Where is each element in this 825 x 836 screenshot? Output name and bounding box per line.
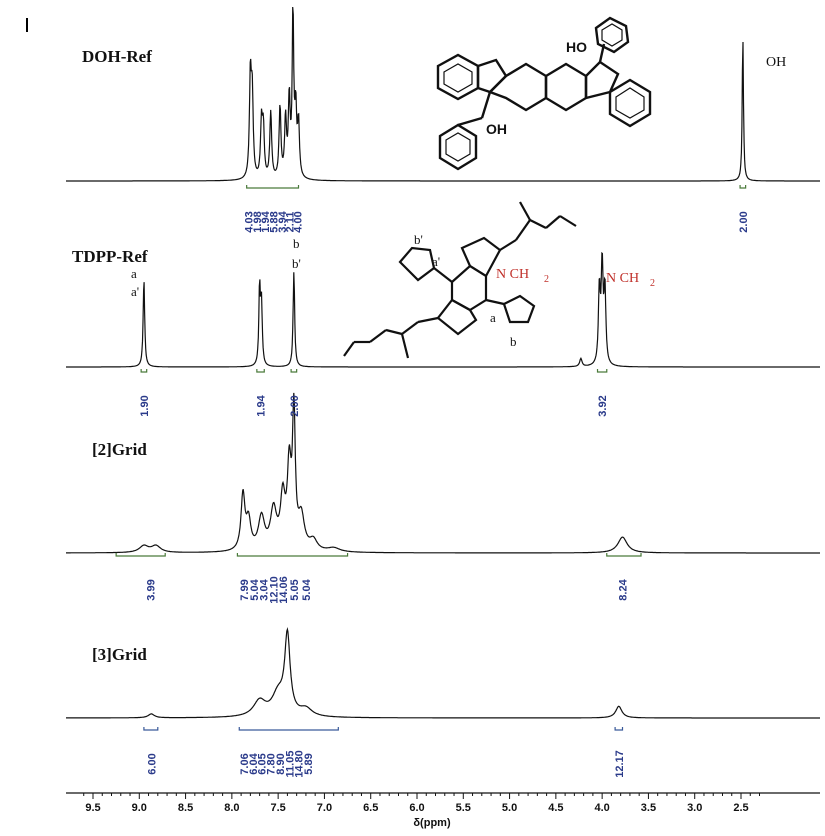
x-tick-label: 5.5 bbox=[456, 802, 471, 814]
integral-value: 12.17 bbox=[614, 750, 626, 778]
integral-bracket bbox=[246, 185, 300, 189]
integral-value: 5.88 bbox=[269, 211, 281, 232]
doh-oh-label: OH bbox=[486, 121, 507, 137]
integral-value: 2.00 bbox=[289, 395, 301, 416]
integral-value: 5.04 bbox=[249, 578, 261, 600]
panel-title-2grid: [2]Grid bbox=[92, 440, 147, 459]
integral-value: 1.98 bbox=[252, 211, 264, 232]
integral-value: 7.99 bbox=[239, 579, 251, 600]
tdpp-struct-nch2: N CH bbox=[496, 267, 529, 282]
panel-title-3grid: [3]Grid bbox=[92, 645, 147, 664]
integral-bracket bbox=[290, 369, 298, 373]
panel-title-tdpp: TDPP-Ref bbox=[72, 247, 148, 266]
integral-bracket bbox=[236, 553, 349, 557]
x-tick-label: 8.0 bbox=[224, 802, 239, 814]
integral-bracket bbox=[143, 727, 159, 731]
integral-value: 1.94 bbox=[256, 394, 268, 416]
integral-value: 6.05 bbox=[256, 753, 268, 774]
integral-value: 2.00 bbox=[738, 211, 750, 232]
integral-bracket bbox=[256, 369, 265, 373]
x-tick-label: 2.5 bbox=[733, 802, 748, 814]
doh-ho-label: HO bbox=[566, 39, 587, 55]
x-tick-label: 6.5 bbox=[363, 802, 378, 814]
tdpp-peak-label-bprime: b' bbox=[292, 256, 301, 271]
x-tick-label: 8.5 bbox=[178, 802, 193, 814]
x-tick-label: 4.5 bbox=[548, 802, 563, 814]
x-tick-label: 7.5 bbox=[270, 802, 285, 814]
tdpp-peak-label-nch2-sub: 2 bbox=[650, 278, 655, 289]
integral-value: 8.90 bbox=[275, 753, 287, 774]
doh-peak-label-oh: OH bbox=[766, 55, 786, 70]
x-tick-label: 9.0 bbox=[132, 802, 147, 814]
integrals-layer: 4.031.981.945.883.942.114.00 2.001.90 1.94… bbox=[115, 185, 750, 778]
spectrum-line-2 bbox=[66, 251, 820, 368]
integral-value: 7.80 bbox=[266, 753, 278, 774]
integral-value: 4.03 bbox=[244, 211, 256, 232]
integral-value: 2.11 bbox=[284, 212, 296, 233]
x-tick-label: 6.0 bbox=[409, 802, 424, 814]
x-tick-label: 4.0 bbox=[594, 802, 609, 814]
x-tick-label: 3.0 bbox=[687, 802, 702, 814]
integral-value: 6.04 bbox=[248, 752, 260, 774]
integral-bracket bbox=[596, 369, 608, 373]
integral-bracket bbox=[115, 553, 166, 557]
x-tick-label: 7.0 bbox=[317, 802, 332, 814]
integral-value: 11.05 bbox=[284, 751, 296, 778]
integral-value: 5.89 bbox=[303, 753, 315, 774]
tdpp-peak-label-a: a bbox=[131, 266, 137, 281]
tdpp-struct-label-a: a bbox=[490, 310, 496, 325]
integral-value: 14.80 bbox=[294, 750, 306, 778]
integral-bracket bbox=[606, 553, 642, 557]
integral-value: 3.94 bbox=[277, 210, 289, 232]
x-axis-label: δ(ppm) bbox=[413, 817, 451, 829]
integral-value: 6.00 bbox=[146, 753, 158, 774]
x-tick-label: 9.5 bbox=[85, 802, 100, 814]
tdpp-struct-label-bprime: b' bbox=[414, 232, 423, 247]
spectrum-line-4 bbox=[66, 626, 820, 719]
integral-bracket bbox=[140, 369, 148, 373]
x-tick-label: 3.5 bbox=[641, 802, 656, 814]
edge-mark bbox=[26, 18, 28, 32]
spectra-layer bbox=[66, 6, 820, 719]
integral-value: 1.90 bbox=[139, 395, 151, 416]
panel-title-doh: DOH-Ref bbox=[82, 47, 152, 66]
integral-value: 3.92 bbox=[597, 395, 609, 416]
integral-value: 7.06 bbox=[239, 753, 251, 774]
integral-value: 5.04 bbox=[301, 578, 313, 600]
integral-value: 14.06 bbox=[278, 576, 290, 604]
integral-value: 4.00 bbox=[293, 211, 305, 232]
spectrum-line-1 bbox=[66, 6, 820, 182]
tdpp-struct-nch2-sub: 2 bbox=[544, 274, 549, 285]
tdpp-peak-label-aprime: a' bbox=[131, 284, 139, 299]
x-axis: 9.5 9.0 8.5 8.0 7.5 7.0 6.5 6.0 5.5 5.0 4.5 4.0 3.5 3… bbox=[66, 792, 820, 814]
tdpp-struct-label-aprime: a' bbox=[432, 254, 440, 269]
x-tick-label: 5.0 bbox=[502, 802, 517, 814]
tdpp-structure bbox=[343, 201, 577, 359]
tdpp-struct-label-b: b bbox=[510, 334, 517, 349]
spectrum-line-3 bbox=[66, 392, 820, 554]
integral-value: 1.94 bbox=[260, 210, 272, 232]
doh-structure bbox=[436, 16, 652, 171]
tdpp-peak-label-b: b bbox=[293, 236, 300, 251]
integral-bracket bbox=[614, 727, 624, 731]
integral-value: 12.10 bbox=[269, 576, 281, 604]
tdpp-peak-label-nch2: N CH bbox=[606, 271, 639, 286]
integral-value: 8.24 bbox=[618, 578, 630, 600]
integral-value: 3.04 bbox=[258, 578, 270, 600]
integral-value: 3.99 bbox=[145, 579, 157, 600]
integral-value: 5.05 bbox=[289, 579, 301, 600]
integral-bracket bbox=[739, 185, 747, 189]
integral-bracket bbox=[238, 727, 339, 731]
